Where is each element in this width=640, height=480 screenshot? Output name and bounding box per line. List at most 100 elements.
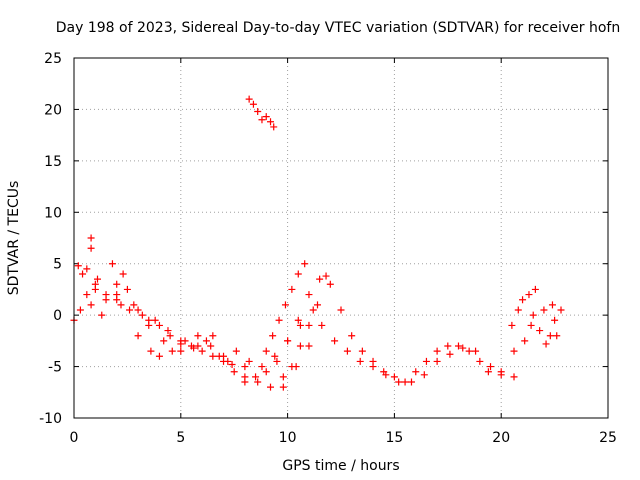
data-point [87,301,95,309]
data-point [433,347,441,355]
data-point [83,265,91,273]
data-point [207,342,215,350]
data-point [519,296,527,304]
axis-ticks: 0 5 10 15 20 25 -10 -5 0 5 10 15 20 25 [39,51,617,446]
data-point [476,357,484,365]
data-point [228,361,236,369]
y-tick-label: -5 [48,360,62,376]
data-point [249,100,257,108]
data-point [497,371,505,379]
data-point [76,306,84,314]
series-band-b [87,291,518,391]
data-point [126,306,134,314]
data-point [420,371,428,379]
data-point [270,123,278,131]
data-point [145,321,153,329]
data-point [108,260,116,268]
x-axis-label: GPS time / hours [282,458,399,474]
data-point [465,347,473,355]
data-point [444,342,452,350]
data-point [177,347,185,355]
data-point [369,363,377,371]
data-point [322,272,330,280]
data-point [540,306,548,314]
data-point [194,342,202,350]
chart-title: Day 198 of 2023, Sidereal Day-to-day VTE… [56,20,620,36]
data-point [305,342,313,350]
plot-frame [73,57,609,419]
data-point [232,347,240,355]
data-point [407,378,415,386]
data-point [296,321,304,329]
data-point [358,347,366,355]
data-point [262,113,270,121]
series-rise-a [262,260,309,355]
data-point [446,350,454,358]
data-point [433,357,441,365]
data-point [390,373,398,381]
data-point [160,337,168,345]
data-point [113,296,121,304]
data-point [314,301,322,309]
data-point [510,373,518,381]
data-point [288,285,296,293]
data-point [531,285,539,293]
data-point [166,332,174,340]
data-point [164,327,172,335]
data-point [382,371,390,379]
series-band-d [113,296,249,371]
data-point [202,337,210,345]
y-tick-label: 0 [53,308,62,324]
data-point [273,357,281,365]
data-point [74,262,82,270]
data-point [343,347,351,355]
data-point [318,321,326,329]
data-point [510,347,518,355]
data-point [177,340,185,348]
data-point [194,332,202,340]
data-point [401,378,409,386]
data-point [553,332,561,340]
data-point [326,280,334,288]
data-point [508,321,516,329]
series-band-c [91,285,317,371]
data-point [262,368,270,376]
x-tick-label: 20 [492,430,510,446]
data-point [134,306,142,314]
y-tick-label: -10 [39,411,62,427]
data-point [209,352,217,360]
data-point [487,363,495,371]
data-point [117,301,125,309]
data-point [395,378,403,386]
data-point [102,296,110,304]
data-point [147,347,155,355]
series-band-a [70,272,505,386]
series-spikes [74,234,127,283]
data-point [241,363,249,371]
x-tick-label: 10 [279,430,297,446]
series-cluster-right [508,285,565,355]
data-point [294,316,302,324]
data-point [279,373,287,381]
data-point [155,321,163,329]
y-tick-label: 20 [44,102,62,118]
data-point [514,306,522,314]
data-point [281,301,289,309]
data-point [93,275,101,283]
data-point [258,116,266,124]
data-point [305,291,313,299]
data-point [557,306,565,314]
data-point [245,357,253,365]
data-points [70,95,565,391]
x-tick-label: 25 [599,430,617,446]
y-tick-label: 25 [44,51,62,67]
data-point [542,340,550,348]
data-point [521,337,529,345]
data-point [123,285,131,293]
data-point [258,363,266,371]
data-point [91,285,99,293]
data-point [254,378,262,386]
data-point [198,347,206,355]
data-point [301,260,309,268]
